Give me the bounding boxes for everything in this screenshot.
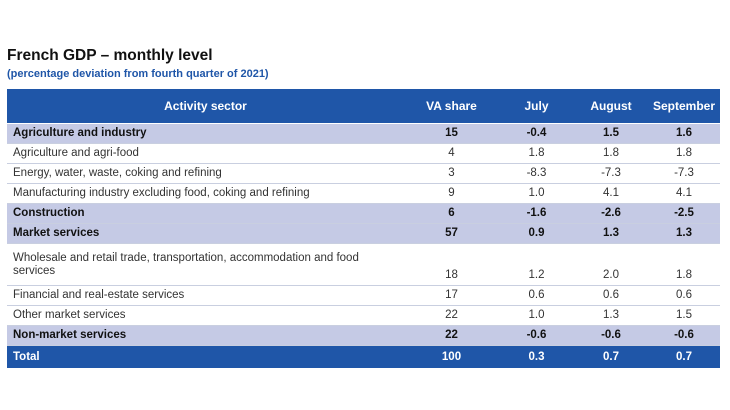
header-july: July <box>499 89 574 124</box>
sector-cell: Agriculture and industry <box>7 123 404 144</box>
va-share-cell: 3 <box>404 163 499 184</box>
sector-cell: Construction <box>7 203 404 224</box>
va-share-cell: 57 <box>404 223 499 244</box>
august-cell: 1.3 <box>574 305 648 326</box>
july-cell: 1.8 <box>499 143 574 164</box>
va-share-cell: 17 <box>404 285 499 306</box>
table-row: Manufacturing industry excluding food, c… <box>7 183 720 204</box>
july-cell: 1.0 <box>499 183 574 204</box>
table-body: Agriculture and industry 15 -0.4 1.5 1.6 Agri… <box>7 123 720 368</box>
header-activity-sector: Activity sector <box>7 89 404 124</box>
table-row: Financial and real-estate services 17 0.6 0… <box>7 285 720 306</box>
page-subtitle: (percentage deviation from fourth quarte… <box>7 68 269 80</box>
va-share-cell: 9 <box>404 183 499 204</box>
va-share-cell: 15 <box>404 123 499 144</box>
september-cell: -2.5 <box>648 203 720 224</box>
august-cell: 0.7 <box>574 345 648 368</box>
july-cell: -8.3 <box>499 163 574 184</box>
group-row: Agriculture and industry 15 -0.4 1.5 1.6 <box>7 123 720 144</box>
august-cell: 1.3 <box>574 223 648 244</box>
group-row: Non-market services 22 -0.6 -0.6 -0.6 <box>7 325 720 346</box>
sector-cell: Other market services <box>7 305 404 326</box>
sector-cell: Non-market services <box>7 325 404 346</box>
group-row: Construction 6 -1.6 -2.6 -2.5 <box>7 203 720 224</box>
september-cell: -7.3 <box>648 163 720 184</box>
va-share-cell: 4 <box>404 143 499 164</box>
august-cell: -2.6 <box>574 203 648 224</box>
table-row: Agriculture and agri-food 4 1.8 1.8 1.8 <box>7 143 720 164</box>
va-share-cell: 22 <box>404 305 499 326</box>
total-row: Total 100 0.3 0.7 0.7 <box>7 345 720 368</box>
table-row: Energy, water, waste, coking and refinin… <box>7 163 720 184</box>
page-title: French GDP – monthly level <box>7 47 213 64</box>
table-row: Other market services 22 1.0 1.3 1.5 <box>7 305 720 326</box>
header-september: September <box>648 89 720 124</box>
september-cell: -0.6 <box>648 325 720 346</box>
july-cell: -0.6 <box>499 325 574 346</box>
sector-cell: Wholesale and retail trade, transportati… <box>7 243 404 286</box>
july-cell: 1.0 <box>499 305 574 326</box>
september-cell: 0.7 <box>648 345 720 368</box>
va-share-cell: 18 <box>404 243 499 286</box>
header-august: August <box>574 89 648 124</box>
va-share-cell: 100 <box>404 345 499 368</box>
table-row: Wholesale and retail trade, transportati… <box>7 243 720 286</box>
august-cell: -0.6 <box>574 325 648 346</box>
gdp-table: Activity sector VA share July August Sep… <box>7 89 720 368</box>
sector-cell: Energy, water, waste, coking and refinin… <box>7 163 404 184</box>
july-cell: 0.9 <box>499 223 574 244</box>
august-cell: 1.5 <box>574 123 648 144</box>
table-header-row: Activity sector VA share July August Sep… <box>7 89 720 124</box>
august-cell: 0.6 <box>574 285 648 306</box>
september-cell: 1.3 <box>648 223 720 244</box>
sector-cell: Agriculture and agri-food <box>7 143 404 164</box>
va-share-cell: 22 <box>404 325 499 346</box>
august-cell: 4.1 <box>574 183 648 204</box>
group-row: Market services 57 0.9 1.3 1.3 <box>7 223 720 244</box>
september-cell: 4.1 <box>648 183 720 204</box>
august-cell: 1.8 <box>574 143 648 164</box>
sector-cell: Market services <box>7 223 404 244</box>
september-cell: 1.5 <box>648 305 720 326</box>
july-cell: -1.6 <box>499 203 574 224</box>
sector-cell: Total <box>7 345 404 368</box>
july-cell: 1.2 <box>499 243 574 286</box>
july-cell: 0.3 <box>499 345 574 368</box>
september-cell: 0.6 <box>648 285 720 306</box>
july-cell: 0.6 <box>499 285 574 306</box>
september-cell: 1.6 <box>648 123 720 144</box>
august-cell: 2.0 <box>574 243 648 286</box>
sector-cell: Financial and real-estate services <box>7 285 404 306</box>
va-share-cell: 6 <box>404 203 499 224</box>
sector-cell: Manufacturing industry excluding food, c… <box>7 183 404 204</box>
august-cell: -7.3 <box>574 163 648 184</box>
september-cell: 1.8 <box>648 243 720 286</box>
header-va-share: VA share <box>404 89 499 124</box>
september-cell: 1.8 <box>648 143 720 164</box>
july-cell: -0.4 <box>499 123 574 144</box>
